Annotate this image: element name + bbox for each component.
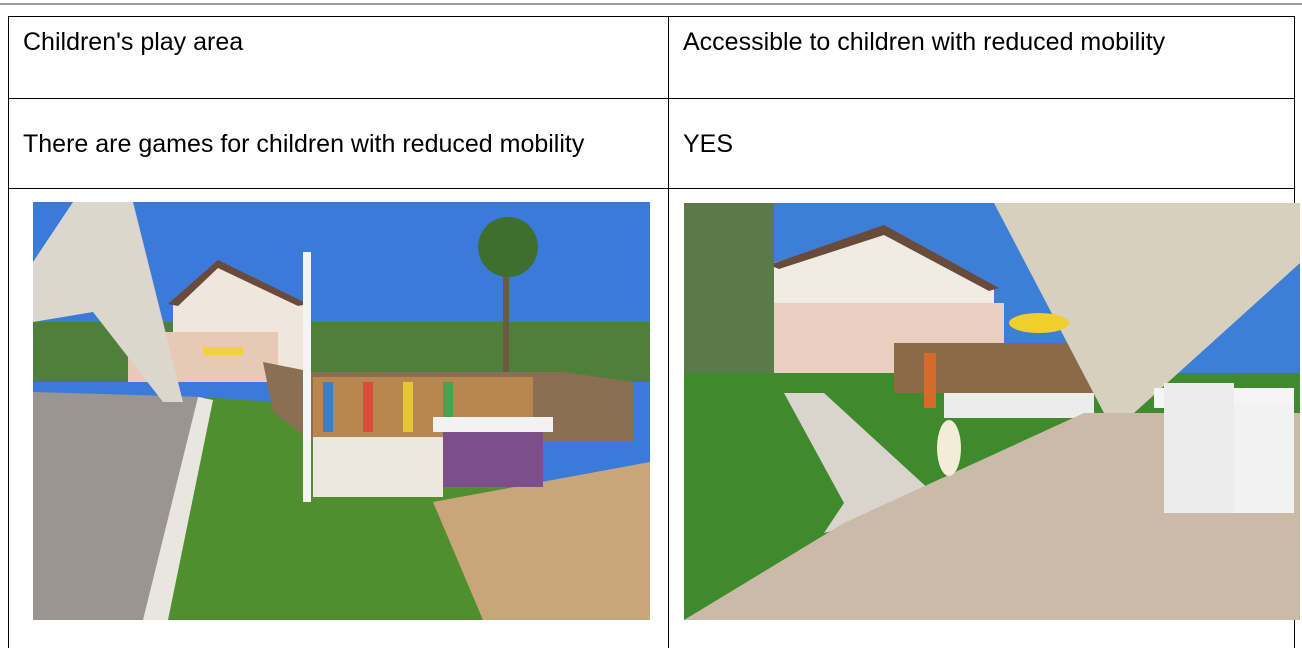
table-cell: Accessible to children with reduced mobi… [668, 16, 1295, 98]
table-cell: There are games for children with reduce… [8, 98, 668, 188]
table-cell: Children's play area [8, 16, 668, 98]
page: Children's play area Accessible to child… [0, 0, 1302, 628]
table-cell: YES [668, 98, 1295, 188]
photo-play-area [33, 202, 650, 620]
photo-accessible-area [684, 203, 1300, 620]
top-rule [0, 3, 1302, 5]
